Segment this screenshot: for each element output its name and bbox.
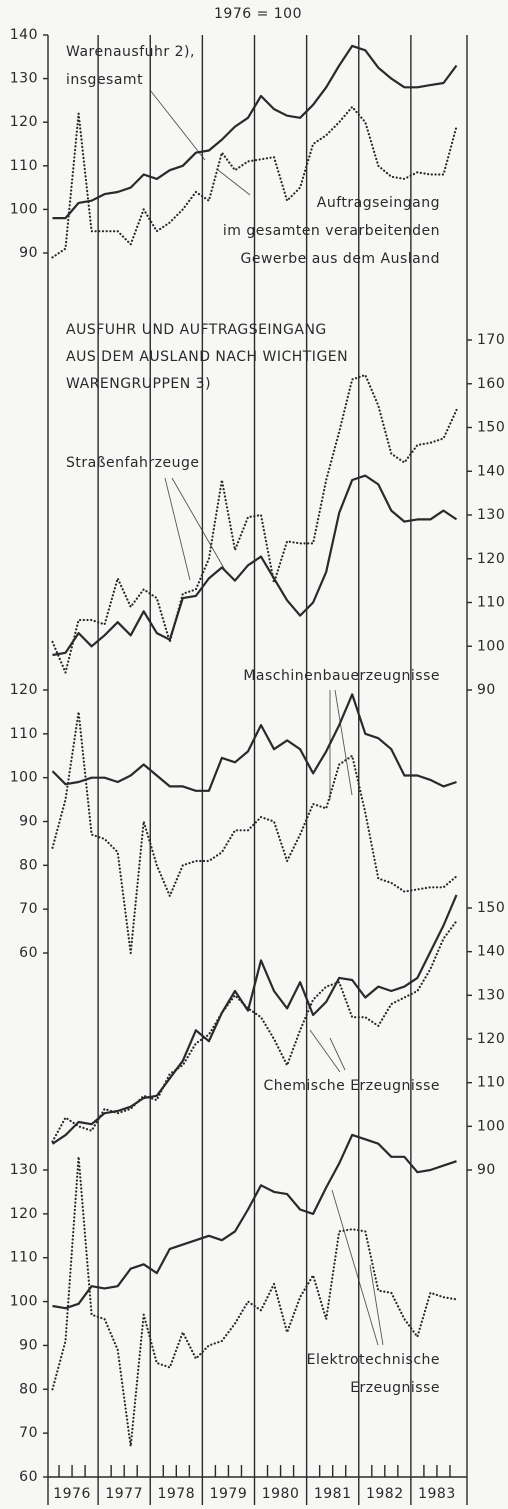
section-title: AUS DEM AUSLAND NACH WICHTIGEN <box>66 349 348 365</box>
x-tick-label: 1976 <box>53 1486 91 1502</box>
subtitle: 1976 = 100 <box>214 6 302 22</box>
x-tick-label: 1981 <box>314 1486 352 1502</box>
series-label: insgesamt <box>66 72 143 88</box>
y-tick-label: 120 <box>477 551 505 567</box>
series-label: Maschinenbauerzeugnisse <box>243 668 440 684</box>
y-tick-label: 130 <box>10 71 38 87</box>
series-label: Gewerbe aus dem Ausland <box>241 251 441 267</box>
y-tick-label: 90 <box>19 814 38 830</box>
leader-lines <box>149 89 384 1346</box>
series-line <box>52 1133 457 1310</box>
series-line <box>51 105 458 259</box>
y-tick-label: 100 <box>10 201 38 217</box>
y-tick-label: 110 <box>10 158 38 174</box>
y-tick-label: 110 <box>10 726 38 742</box>
y-tick-label: 160 <box>477 376 505 392</box>
series-label: Chemische Erzeugnisse <box>263 1078 440 1094</box>
y-tick-label: 140 <box>477 944 505 960</box>
y-tick-label: 70 <box>19 1425 38 1441</box>
series-label: im gesamten verarbeitenden <box>223 223 440 239</box>
series-label: Straßenfahrzeuge <box>66 455 200 471</box>
y-tick-label: 110 <box>10 1250 38 1266</box>
x-tick-label: 1977 <box>105 1486 143 1502</box>
x-tick-label: 1983 <box>418 1486 456 1502</box>
series-label: Auftragseingang <box>317 195 440 211</box>
series-label: Warenausfuhr 2), <box>66 44 195 60</box>
series-label: Elektrotechnische <box>307 1352 440 1368</box>
section-title: WARENGRUPPEN 3) <box>66 376 211 392</box>
y-tick-label: 130 <box>10 1162 38 1178</box>
series-line <box>51 920 458 1143</box>
series-label: Erzeugnisse <box>350 1380 440 1396</box>
y-tick-label: 60 <box>19 1469 38 1485</box>
y-tick-label: 110 <box>477 595 505 611</box>
y-tick-label: 90 <box>477 682 496 698</box>
x-tick-label: 1979 <box>210 1486 248 1502</box>
y-tick-label: 100 <box>477 638 505 654</box>
y-tick-label: 120 <box>477 1031 505 1047</box>
series-line <box>51 1155 458 1448</box>
y-tick-label: 60 <box>19 945 38 961</box>
series-line <box>51 373 458 674</box>
y-tick-label: 140 <box>477 463 505 479</box>
y-tick-label: 120 <box>10 114 38 130</box>
section-title: AUSFUHR UND AUFTRAGSEINGANG <box>66 322 327 338</box>
series-line <box>51 710 458 955</box>
y-tick-label: 130 <box>477 987 505 1003</box>
y-tick-label: 110 <box>477 1075 505 1091</box>
y-tick-label: 90 <box>19 1337 38 1353</box>
y-tick-label: 150 <box>477 420 505 436</box>
y-tick-label: 90 <box>19 245 38 261</box>
series-line <box>51 894 458 1145</box>
y-tick-label: 150 <box>477 900 505 916</box>
x-tick-label: 1982 <box>366 1486 404 1502</box>
y-tick-label: 90 <box>477 1162 496 1178</box>
x-tick-label: 1980 <box>262 1486 300 1502</box>
y-tick-label: 140 <box>10 27 38 43</box>
series-line <box>52 474 458 657</box>
y-tick-label: 120 <box>10 1206 38 1222</box>
series-line <box>51 693 457 792</box>
y-tick-label: 130 <box>477 507 505 523</box>
y-tick-label: 120 <box>10 682 38 698</box>
y-tick-label: 80 <box>19 857 38 873</box>
y-tick-label: 170 <box>477 332 505 348</box>
y-tick-label: 100 <box>10 770 38 786</box>
y-tick-label: 80 <box>19 1381 38 1397</box>
y-tick-label: 100 <box>477 1118 505 1134</box>
series-line <box>52 44 458 220</box>
y-tick-label: 100 <box>10 1294 38 1310</box>
y-tick-label: 70 <box>19 901 38 917</box>
x-tick-label: 1978 <box>157 1486 195 1502</box>
